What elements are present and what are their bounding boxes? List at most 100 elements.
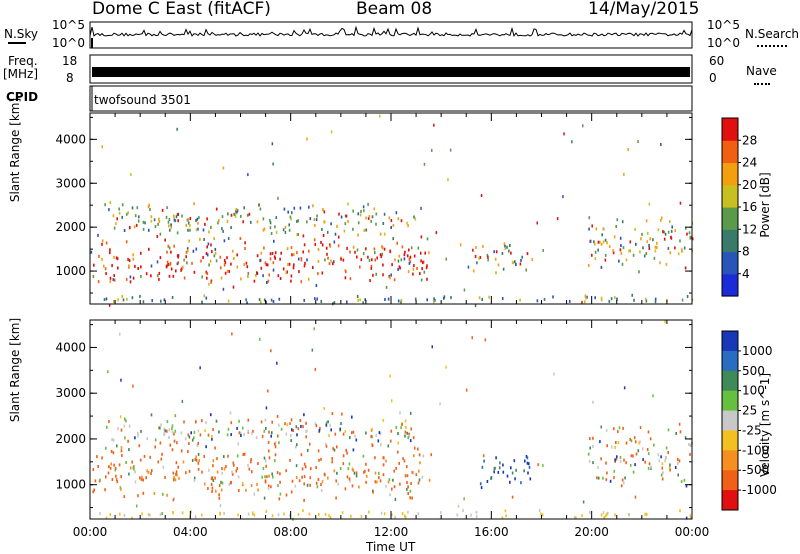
pixel-1-0 [298, 479, 301, 483]
pixel-1-0 [250, 484, 253, 488]
pixel-0-4 [397, 299, 400, 303]
pixel-1-1 [199, 433, 202, 437]
pixel-0-1 [290, 217, 292, 221]
pixel-1-0 [161, 492, 164, 496]
pixel-0-3 [619, 248, 622, 252]
pixel-1-0 [393, 469, 395, 473]
pixel-1-0 [164, 476, 166, 479]
pixel-1-3 [613, 476, 615, 480]
pixel-0-4 [139, 294, 141, 298]
pixel-1-0 [306, 448, 309, 452]
pixel-0-1 [336, 224, 338, 228]
pixel-1-0 [303, 462, 306, 466]
freq-unit-label: [MHz] [3, 67, 39, 81]
pixel-0-0 [382, 273, 384, 277]
pixel-0-4 [362, 301, 364, 305]
pixel-0-0 [232, 285, 235, 289]
pixel-1-1 [159, 441, 162, 445]
pixel-1-3 [589, 446, 591, 450]
pixel-1-3 [644, 460, 646, 464]
pixel-0-0 [303, 243, 306, 247]
pixel-0-1 [116, 217, 118, 221]
nsky-trace [89, 25, 693, 38]
nsearch-bottom-label: 10^0 [707, 36, 740, 50]
pixel-1-0 [385, 459, 387, 463]
pixel-1-4 [147, 513, 150, 517]
pixel-0-1 [347, 220, 349, 223]
pixel-0-3 [638, 270, 640, 274]
date-title: 14/May/2015 [588, 0, 700, 19]
pixel-1-0 [120, 475, 122, 479]
pixel-0-2 [526, 252, 529, 256]
pixel-0-1 [137, 219, 140, 223]
pixel-1-0 [145, 476, 147, 480]
pixel-1-4 [538, 509, 541, 513]
colorbar-swatch-1-8 [722, 490, 738, 511]
pixel-1-1 [211, 435, 213, 439]
pixel-0-4 [160, 299, 162, 303]
pixel-1-1 [215, 419, 218, 423]
pixel-0-0 [385, 285, 388, 289]
pixel-1-0 [278, 497, 281, 501]
pixel-0-0 [175, 269, 177, 273]
pixel-sparse-1 [314, 367, 317, 371]
pixel-1-0 [211, 486, 214, 490]
pixel-1-0 [175, 461, 178, 465]
pixel-1-1 [230, 433, 232, 437]
pixel-1-1 [407, 436, 410, 440]
pixel-1-0 [185, 471, 187, 475]
xtick-label-3: 12:00 [374, 525, 409, 539]
pixel-1-0 [227, 454, 229, 458]
pixel-1-0 [310, 467, 312, 471]
nave-label: Nave [746, 64, 777, 78]
pixel-1-0 [195, 458, 198, 462]
pixel-0-3 [641, 232, 643, 236]
pixel-sparse-0 [582, 124, 584, 128]
pixel-0-0 [266, 281, 268, 284]
pixel-1-0 [225, 465, 227, 469]
colorbar-tick-0-1: 8 [742, 245, 750, 259]
pixel-1-4 [200, 513, 203, 517]
power-colorbar-label: Power [dB] [758, 172, 772, 238]
pixel-0-0 [333, 240, 336, 244]
pixel-1-0 [398, 461, 400, 465]
pixel-0-1 [347, 202, 349, 206]
pixel-1-1 [340, 422, 342, 426]
pixel-sparse-1 [678, 422, 681, 426]
ytick-label-1000: 1000 [55, 478, 86, 492]
pixel-1-1 [137, 431, 139, 435]
pixel-0-2 [520, 258, 522, 262]
pixel-1-3 [597, 476, 600, 480]
pixel-0-0 [170, 250, 172, 254]
pixel-0-1 [121, 203, 124, 207]
pixel-1-0 [233, 463, 235, 467]
pixel-0-4 [265, 300, 267, 304]
pixel-1-1 [201, 419, 203, 423]
pixel-0-0 [300, 257, 303, 261]
pixel-0-0 [340, 257, 342, 261]
pixel-0-1 [113, 226, 116, 230]
pixel-0-0 [236, 265, 239, 269]
pixel-1-1 [270, 434, 272, 438]
pixel-0-1 [189, 224, 191, 228]
pixel-0-0 [113, 274, 115, 278]
pixel-0-0 [315, 284, 318, 287]
colorbar-swatch-0-3 [722, 207, 738, 230]
nave-bottom-label: 0 [709, 71, 717, 85]
pixel-0-0 [313, 238, 316, 242]
pixel-0-1 [270, 232, 273, 235]
pixel-1-4 [368, 510, 370, 514]
pixel-0-1 [186, 218, 189, 222]
pixel-1-1 [371, 435, 373, 439]
pixel-0-4 [246, 301, 248, 305]
pixel-sparse-1 [231, 332, 233, 336]
pixel-0-0 [191, 261, 193, 265]
pixel-0-0 [337, 235, 340, 239]
pixel-0-0 [416, 267, 418, 270]
pixel-1-1 [404, 430, 407, 434]
pixel-1-4 [456, 513, 459, 517]
pixel-0-0 [324, 258, 326, 262]
pixel-0-1 [208, 230, 210, 234]
pixel-0-1 [148, 228, 150, 232]
